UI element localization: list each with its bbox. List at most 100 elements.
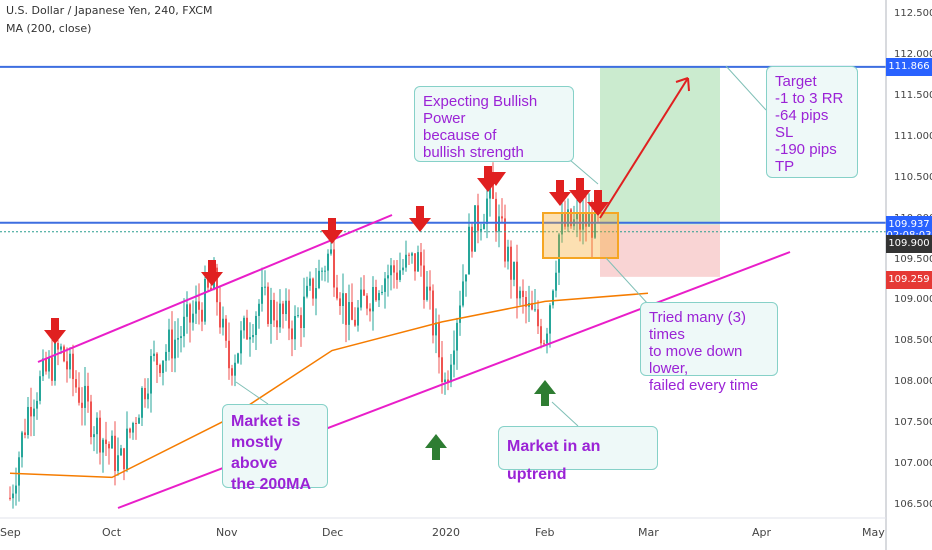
candle-body — [117, 455, 119, 472]
candle-body — [138, 417, 140, 424]
candle-body — [201, 309, 203, 322]
candle-body — [306, 285, 308, 297]
candle-body — [471, 226, 473, 252]
candle-body — [372, 286, 374, 312]
up-arrow-icon — [425, 434, 447, 460]
candle-body — [492, 176, 494, 199]
candle-body — [297, 315, 299, 317]
candle-body — [189, 304, 191, 323]
candle-body — [555, 272, 557, 291]
candle-body — [423, 265, 425, 300]
candle-body — [591, 213, 593, 238]
candle-body — [432, 290, 434, 336]
candle-body — [576, 212, 578, 220]
candle-body — [402, 267, 404, 271]
candle-body — [114, 435, 116, 472]
time-tick-label: Sep — [0, 526, 21, 539]
candle-body — [477, 205, 479, 231]
candle-body — [537, 309, 539, 327]
candle-body — [96, 417, 98, 435]
candle-body — [141, 387, 143, 418]
candle-body — [81, 402, 83, 408]
candle-body — [171, 329, 173, 359]
candle-body — [228, 340, 230, 369]
candle-body — [39, 376, 41, 401]
candle-body — [156, 353, 158, 365]
candle-body — [465, 274, 467, 282]
candle-body — [45, 358, 47, 372]
candle-body — [453, 350, 455, 365]
candle-body — [222, 318, 224, 328]
candle-body — [564, 213, 566, 227]
candle-body — [363, 289, 365, 296]
price-tick-label: 109.000 — [894, 294, 932, 306]
time-tick-label: Apr — [752, 526, 772, 539]
indicator-label: MA (200, close) — [6, 22, 92, 35]
candle-body — [87, 385, 89, 402]
price-tick-label: 108.500 — [894, 335, 932, 347]
time-tick-label: Nov — [216, 526, 238, 539]
callout-pointer — [605, 257, 649, 305]
candle-body — [210, 287, 212, 290]
candle-body — [483, 223, 485, 230]
candle-body — [288, 300, 290, 329]
candle-body — [282, 303, 284, 315]
candle-body — [231, 368, 233, 376]
price-tag: 109.259 — [886, 271, 932, 290]
candle-body — [456, 322, 458, 351]
candle-body — [567, 209, 569, 227]
candle-body — [510, 246, 512, 280]
candle-body — [180, 336, 182, 339]
candle-body — [540, 326, 542, 344]
candle-body — [192, 313, 194, 323]
candle-body — [558, 234, 560, 273]
callout-pointer — [569, 159, 599, 185]
candle-body — [366, 295, 368, 309]
time-tick-label: Oct — [102, 526, 122, 539]
candle-body — [324, 270, 326, 272]
candle-body — [135, 423, 137, 425]
stop-zone — [600, 224, 720, 277]
candle-body — [75, 379, 77, 388]
candle-body — [579, 212, 581, 230]
candle-body — [51, 357, 53, 381]
candle-body — [339, 298, 341, 306]
candle-body — [111, 435, 113, 449]
annotation-uptrend: Market in an uptrend — [498, 426, 658, 483]
candle-body — [552, 290, 554, 306]
down-arrow-icon — [486, 172, 506, 186]
projection-line — [599, 77, 689, 219]
candle-body — [522, 290, 524, 298]
candle-body — [15, 485, 17, 494]
candle-body — [507, 246, 509, 262]
price-tick-label: 112.000 — [894, 48, 932, 60]
candle-body — [378, 293, 380, 301]
candle-body — [153, 353, 155, 357]
projection-arrowhead — [675, 77, 690, 92]
candle-body — [327, 253, 329, 271]
candle-body — [351, 302, 353, 320]
candle-body — [186, 304, 188, 317]
candle-body — [66, 361, 68, 370]
candle-body — [93, 434, 95, 438]
candle-body — [84, 385, 86, 408]
candle-body — [504, 218, 506, 262]
down-arrow-icon — [409, 206, 431, 232]
candle-body — [396, 272, 398, 280]
candle-body — [435, 322, 437, 336]
candle-body — [279, 303, 281, 328]
channel-upper-line — [37, 214, 393, 363]
candle-body — [360, 289, 362, 308]
candle-body — [159, 364, 161, 374]
candle-body — [252, 335, 254, 338]
callout-pointer — [725, 65, 767, 111]
consolidation-box — [542, 212, 619, 259]
candle-body — [219, 302, 221, 328]
price-tick-label: 112.500 — [894, 8, 932, 19]
candle-body — [144, 387, 146, 400]
candle-body — [105, 439, 107, 444]
candle-body — [426, 286, 428, 300]
candle-body — [582, 212, 584, 230]
candle-body — [102, 439, 104, 453]
candle-body — [495, 198, 497, 232]
